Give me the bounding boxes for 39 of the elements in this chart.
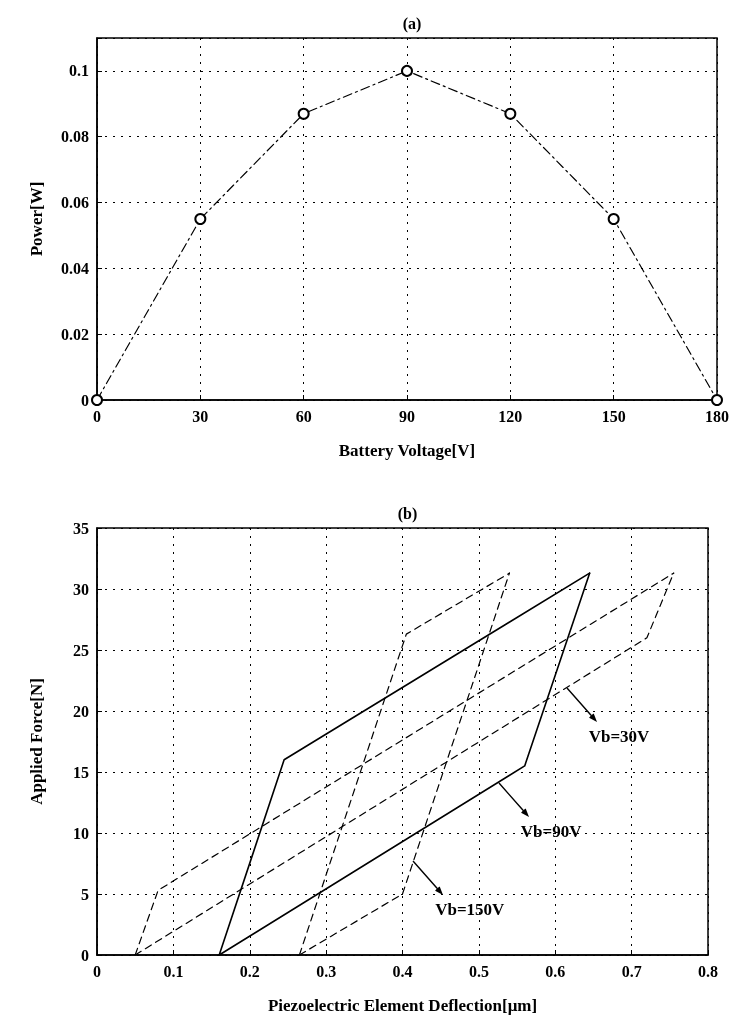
y-tick-label: 10 (73, 824, 89, 842)
y-tick-label: 35 (73, 519, 89, 537)
x-tick-label: 0.3 (316, 962, 337, 980)
x-axis-title: Piezoelectric Element Deflection[μm] (267, 996, 538, 1015)
y-tick-label: 0 (81, 946, 89, 964)
y-tick-label: 15 (73, 763, 89, 781)
x-tick-label: 150 (601, 407, 626, 425)
y-tick-label: 0.1 (69, 62, 89, 80)
x-tick-label: 0 (93, 962, 101, 980)
y-tick-label: 0.06 (61, 194, 89, 212)
y-tick-label: 25 (73, 641, 89, 659)
y-tick-label: 20 (73, 702, 89, 720)
y-tick-label: 0.08 (61, 128, 89, 146)
x-tick-label: 0.2 (239, 962, 260, 980)
x-tick-label: 0 (93, 407, 101, 425)
y-tick-label: 0.04 (61, 259, 89, 277)
x-tick-label: 120 (498, 407, 523, 425)
y-tick-label: 5 (81, 885, 89, 903)
y-tick-label: 0 (81, 391, 89, 409)
y-tick-label: 0.02 (61, 325, 89, 343)
x-tick-label: 0.5 (468, 962, 489, 980)
x-tick-label: 0.4 (392, 962, 413, 980)
x-tick-label: 180 (705, 407, 729, 425)
x-tick-label: 90 (399, 407, 415, 425)
x-axis-title: Battery Voltage[V] (338, 441, 476, 460)
x-tick-label: 0.8 (698, 962, 718, 980)
x-tick-label: 0.6 (545, 962, 566, 980)
annotation: Vb=150V (435, 900, 506, 920)
annotation: Vb=30V (588, 726, 651, 746)
y-axis-title: Applied Force[N] (27, 678, 46, 805)
x-tick-label: 30 (192, 407, 209, 425)
annotation: Vb=90V (520, 821, 583, 841)
y-tick-label: 30 (73, 580, 89, 598)
x-tick-label: 0.1 (163, 962, 184, 980)
x-tick-label: 60 (295, 407, 312, 425)
chart-title: (b) (397, 504, 418, 523)
x-tick-label: 0.7 (621, 962, 642, 980)
chart-title: (a) (402, 14, 422, 33)
y-axis-title: Power[W] (27, 181, 46, 257)
